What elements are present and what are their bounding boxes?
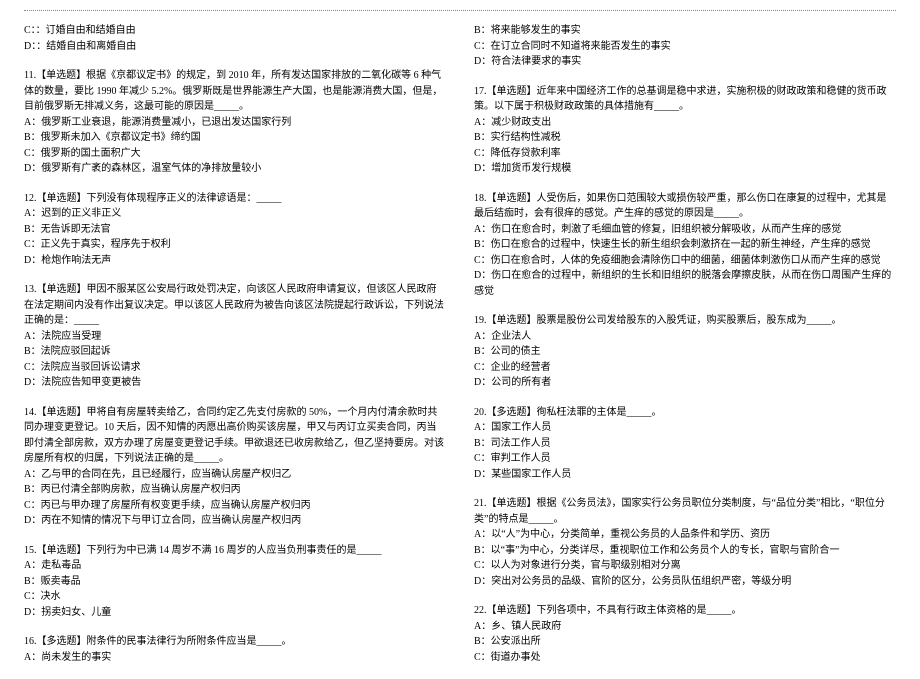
cont-D: D：符合法律要求的事实 xyxy=(474,54,896,70)
cont-C: C：在订立合同时不知道将来能否发生的事实 xyxy=(474,39,896,55)
q19-A: A：企业法人 xyxy=(474,329,896,345)
q19-stem: 19.【单选题】股票是股份公司发给股东的入股凭证，购买股票后，股东成为_____… xyxy=(474,313,896,329)
option-c: C：：订婚自由和结婚自由 xyxy=(24,23,446,39)
q16-A: A：尚未发生的事实 xyxy=(24,650,446,666)
q18-A: A：伤口在愈合时，刺激了毛细血管的修复，旧组织被分解吸收，从而产生痒的感觉 xyxy=(474,222,896,238)
q13-C: C：法院应当驳回诉讼请求 xyxy=(24,360,446,376)
q17-D: D：增加货币发行规模 xyxy=(474,161,896,177)
q11-D: D：俄罗斯有广袤的森林区，温室气体的净排放量较小 xyxy=(24,161,446,177)
q13: 13.【单选题】甲因不服某区公安局行政处罚决定，向该区人民政府申请复议，但该区人… xyxy=(24,282,446,391)
q20-stem: 20.【多选题】徇私枉法罪的主体是_____。 xyxy=(474,405,896,421)
q12-stem: 12.【单选题】下列没有体现程序正义的法律谚语是：_____ xyxy=(24,191,446,207)
q15-A: A：走私毒品 xyxy=(24,558,446,574)
q13-B: B：法院应驳回起诉 xyxy=(24,344,446,360)
q11: 11.【单选题】根据《京都议定书》的规定，到 2010 年，所有发达国家排放的二… xyxy=(24,68,446,177)
q21-stem: 21.【单选题】根据《公务员法》，国家实行公务员职位分类制度，与“品位分类”相比… xyxy=(474,496,896,527)
q19-C: C：企业的经营者 xyxy=(474,360,896,376)
q21-D: D：突出对公务员的品级、官阶的区分，公务员队伍组织严密，等级分明 xyxy=(474,574,896,590)
q14-D: D：丙在不知情的情况下与甲订立合同，应当确认房屋产权归丙 xyxy=(24,513,446,529)
q21-B: B：以“事”为中心，分类详尽，重视职位工作和公务员个人的专长，官职与官阶合一 xyxy=(474,543,896,559)
option-d: D：：结婚自由和离婚自由 xyxy=(24,39,446,55)
q12: 12.【单选题】下列没有体现程序正义的法律谚语是：_____ A：迟到的正义非正… xyxy=(24,191,446,269)
q18-stem: 18.【单选题】人受伤后，如果伤口范围较大或损伤较严重，那么伤口在康复的过程中，… xyxy=(474,191,896,222)
q17-C: C：降低存贷款利率 xyxy=(474,146,896,162)
q15-stem: 15.【单选题】下列行为中已满 14 周岁不满 16 周岁的人应当负刑事责任的是… xyxy=(24,543,446,559)
right-column: B：将来能够发生的事实 C：在订立合同时不知道将来能否发生的事实 D：符合法律要… xyxy=(474,23,896,679)
q22-B: B：公安派出所 xyxy=(474,634,896,650)
q22: 22.【单选题】下列各项中，不具有行政主体资格的是_____。 A：乡、镇人民政… xyxy=(474,603,896,665)
left-column: C：：订婚自由和结婚自由 D：：结婚自由和离婚自由 11.【单选题】根据《京都议… xyxy=(24,23,446,679)
q12-B: B：无告诉即无法官 xyxy=(24,222,446,238)
q12-C: C：正义先于真实，程序先于权利 xyxy=(24,237,446,253)
q14-A: A：乙与甲的合同在先，且已经履行，应当确认房屋产权归乙 xyxy=(24,467,446,483)
q17-A: A：减少财政支出 xyxy=(474,115,896,131)
q18-C: C：伤口在愈合时，人体的免疫细胞会清除伤口中的细菌，细菌体刺激伤口从而产生痒的感… xyxy=(474,253,896,269)
q17-stem: 17.【单选题】近年来中国经济工作的总基调是稳中求进，实施积极的财政政策和稳健的… xyxy=(474,84,896,115)
q14-C: C：丙已与甲办理了房屋所有权变更手续，应当确认房屋产权归丙 xyxy=(24,498,446,514)
q20-A: A：国家工作人员 xyxy=(474,420,896,436)
q22-C: C：街道办事处 xyxy=(474,650,896,666)
q-continued-left: C：：订婚自由和结婚自由 D：：结婚自由和离婚自由 xyxy=(24,23,446,54)
q16: 16.【多选题】附条件的民事法律行为所附条件应当是_____。 A：尚未发生的事… xyxy=(24,634,446,665)
q11-B: B：俄罗斯未加入《京都议定书》缔约国 xyxy=(24,130,446,146)
q20: 20.【多选题】徇私枉法罪的主体是_____。 A：国家工作人员 B：司法工作人… xyxy=(474,405,896,483)
q14-B: B：丙已付清全部购房款，应当确认房屋产权归丙 xyxy=(24,482,446,498)
q19-D: D：公司的所有者 xyxy=(474,375,896,391)
top-divider xyxy=(24,10,896,11)
q13-D: D：法院应告知甲变更被告 xyxy=(24,375,446,391)
q15-C: C：决水 xyxy=(24,589,446,605)
q15: 15.【单选题】下列行为中已满 14 周岁不满 16 周岁的人应当负刑事责任的是… xyxy=(24,543,446,621)
q20-C: C：审判工作人员 xyxy=(474,451,896,467)
q12-A: A：迟到的正义非正义 xyxy=(24,206,446,222)
q18-D: D：伤口在愈合的过程中，新组织的生长和旧组织的脱落会摩擦皮肤，从而在伤口周围产生… xyxy=(474,268,896,299)
q20-B: B：司法工作人员 xyxy=(474,436,896,452)
q21: 21.【单选题】根据《公务员法》，国家实行公务员职位分类制度，与“品位分类”相比… xyxy=(474,496,896,589)
q22-stem: 22.【单选题】下列各项中，不具有行政主体资格的是_____。 xyxy=(474,603,896,619)
cont-B: B：将来能够发生的事实 xyxy=(474,23,896,39)
q11-stem: 11.【单选题】根据《京都议定书》的规定，到 2010 年，所有发达国家排放的二… xyxy=(24,68,446,115)
q16-stem: 16.【多选题】附条件的民事法律行为所附条件应当是_____。 xyxy=(24,634,446,650)
q21-C: C：以人为对象进行分类，官与职级别相对分离 xyxy=(474,558,896,574)
q22-A: A：乡、镇人民政府 xyxy=(474,619,896,635)
q17: 17.【单选题】近年来中国经济工作的总基调是稳中求进，实施积极的财政政策和稳健的… xyxy=(474,84,896,177)
q19: 19.【单选题】股票是股份公司发给股东的入股凭证，购买股票后，股东成为_____… xyxy=(474,313,896,391)
q18: 18.【单选题】人受伤后，如果伤口范围较大或损伤较严重，那么伤口在康复的过程中，… xyxy=(474,191,896,300)
q20-D: D：某些国家工作人员 xyxy=(474,467,896,483)
q11-C: C：俄罗斯的国土面积广大 xyxy=(24,146,446,162)
q12-D: D：枪炮作响法无声 xyxy=(24,253,446,269)
q14-stem: 14.【单选题】甲将自有房屋转卖给乙，合同约定乙先支付房款的 50%，一个月内付… xyxy=(24,405,446,467)
q14: 14.【单选题】甲将自有房屋转卖给乙，合同约定乙先支付房款的 50%，一个月内付… xyxy=(24,405,446,529)
q13-stem: 13.【单选题】甲因不服某区公安局行政处罚决定，向该区人民政府申请复议，但该区人… xyxy=(24,282,446,329)
q-continued-right: B：将来能够发生的事实 C：在订立合同时不知道将来能否发生的事实 D：符合法律要… xyxy=(474,23,896,70)
q18-B: B：伤口在愈合的过程中，快速生长的新生组织会刺激挤在一起的新生神经，产生痒的感觉 xyxy=(474,237,896,253)
two-column-layout: C：：订婚自由和结婚自由 D：：结婚自由和离婚自由 11.【单选题】根据《京都议… xyxy=(24,23,896,679)
q19-B: B：公司的债主 xyxy=(474,344,896,360)
q15-B: B：贩卖毒品 xyxy=(24,574,446,590)
q21-A: A：以“人”为中心，分类简单，重视公务员的人品条件和学历、资历 xyxy=(474,527,896,543)
q11-A: A：俄罗斯工业衰退，能源消费量减小，已退出发达国家行列 xyxy=(24,115,446,131)
q17-B: B：实行结构性减税 xyxy=(474,130,896,146)
q15-D: D：拐卖妇女、儿童 xyxy=(24,605,446,621)
q13-A: A：法院应当受理 xyxy=(24,329,446,345)
